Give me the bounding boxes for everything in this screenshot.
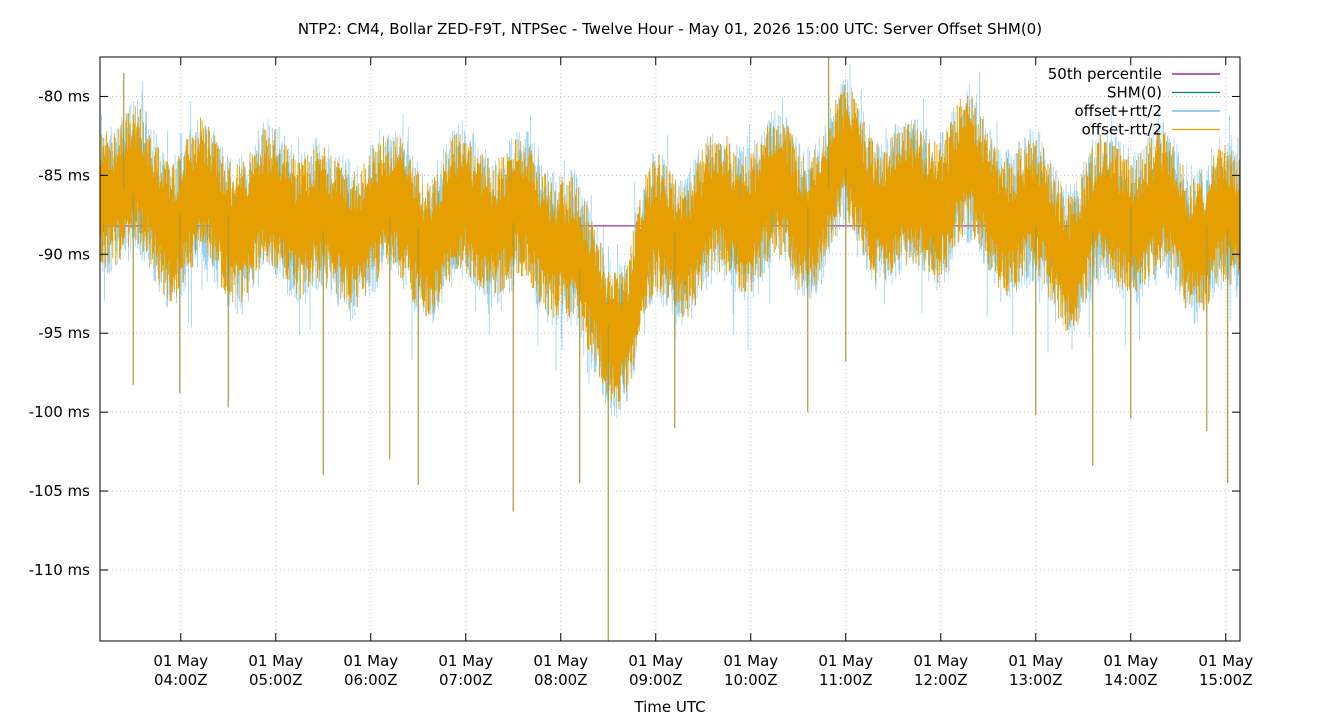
- x-tick-time: 09:00Z: [629, 671, 683, 689]
- x-tick-date: 01 May: [438, 652, 493, 670]
- legend-label: offset-rtt/2: [1082, 121, 1162, 139]
- x-tick-time: 10:00Z: [724, 671, 778, 689]
- y-tick-label: -105 ms: [29, 482, 90, 500]
- x-tick-time: 06:00Z: [344, 671, 398, 689]
- gridlines: [100, 57, 1240, 641]
- y-tick-label: -90 ms: [38, 245, 90, 263]
- x-tick-time: 14:00Z: [1104, 671, 1158, 689]
- x-tick-time: 08:00Z: [534, 671, 588, 689]
- x-tick-date: 01 May: [913, 652, 968, 670]
- x-tick-date: 01 May: [248, 652, 303, 670]
- x-axis-label: Time UTC: [633, 698, 705, 716]
- y-tick-label: -100 ms: [29, 403, 90, 421]
- y-tick-label: -80 ms: [38, 87, 90, 105]
- x-tick-time: 15:00Z: [1199, 671, 1253, 689]
- legend-label: SHM(0): [1107, 84, 1162, 102]
- x-tick-time: 13:00Z: [1009, 671, 1063, 689]
- x-tick-time: 12:00Z: [914, 671, 968, 689]
- x-tick-time: 07:00Z: [439, 671, 493, 689]
- x-tick-date: 01 May: [628, 652, 683, 670]
- x-tick-time: 04:00Z: [154, 671, 208, 689]
- y-tick-label: -95 ms: [38, 324, 90, 342]
- x-tick-date: 01 May: [1198, 652, 1253, 670]
- plot-border: [99, 56, 1241, 642]
- legend-label: 50th percentile: [1048, 65, 1162, 83]
- y-tick-label: -85 ms: [38, 166, 90, 184]
- chart-title: NTP2: CM4, Bollar ZED-F9T, NTPSec - Twel…: [298, 20, 1042, 38]
- x-tick-date: 01 May: [533, 652, 588, 670]
- x-tick-time: 05:00Z: [249, 671, 303, 689]
- axes: -80 ms -85 ms -90 ms -95 ms -100 ms -105 ms -1…: [29, 57, 1253, 689]
- x-tick-date: 01 May: [1103, 652, 1158, 670]
- plot-area: [100, 57, 1240, 641]
- x-tick-date: 01 May: [1008, 652, 1063, 670]
- x-tick-date: 01 May: [343, 652, 398, 670]
- x-tick-date: 01 May: [818, 652, 873, 670]
- x-tick-date: 01 May: [153, 652, 208, 670]
- series-offset-minus-rtt: [100, 84, 1240, 410]
- y-tick-label: -110 ms: [29, 561, 90, 579]
- x-tick-date: 01 May: [723, 652, 778, 670]
- legend: 50th percentileSHM(0)offset+rtt/2offset-…: [1048, 65, 1220, 139]
- x-tick-time: 11:00Z: [819, 671, 873, 689]
- legend-label: offset+rtt/2: [1074, 102, 1162, 120]
